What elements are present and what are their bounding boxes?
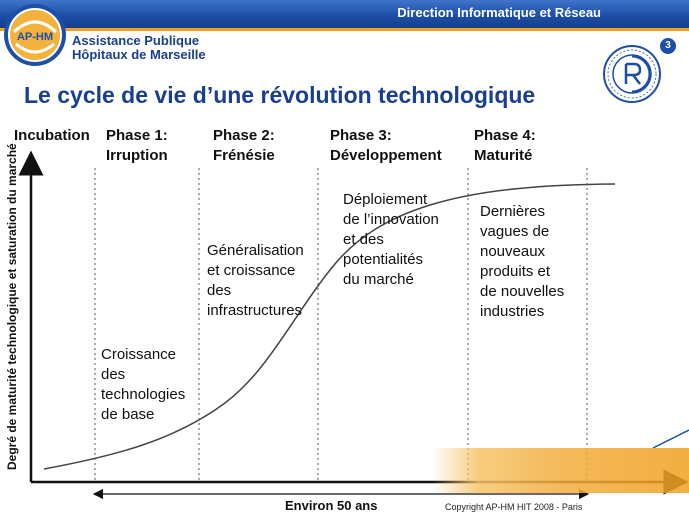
phase-2-desc-line: Généralisation — [207, 242, 304, 259]
header-title: Direction Informatique et Réseau — [397, 5, 601, 20]
logo-text: AP-HM — [17, 31, 53, 43]
phase-incubation-label: Incubation — [14, 126, 90, 146]
aphm-logo: AP-HM — [4, 4, 66, 66]
phase-4-number: Phase 4: — [474, 127, 536, 144]
phase-2-desc-line: infrastructures — [207, 302, 303, 319]
phase-2-number: Phase 2: — [213, 127, 275, 144]
phase-1-name: Irruption — [106, 147, 168, 164]
phase-3-number: Phase 3: — [330, 127, 392, 144]
phase-1-desc-line: technologies — [101, 386, 186, 403]
phase-4-desc-line: de nouvelles — [480, 283, 565, 300]
phase-4-description: Dernières vagues de nouveaux produits et… — [480, 202, 564, 322]
phase-3-description: Déploiement de l’innovation et des poten… — [343, 190, 439, 290]
org-line-1: Assistance Publique — [72, 33, 200, 48]
phase-2-desc-line: des — [207, 282, 232, 299]
phase-2-desc-line: et croissance — [207, 262, 296, 279]
phase-3-desc-line: de l’innovation — [343, 211, 439, 228]
corner-accent-line — [652, 429, 689, 449]
phase-3-desc-line: du marché — [343, 271, 414, 288]
phase-incubation-title: Incubation — [14, 127, 90, 144]
phase-3-desc-line: potentialités — [343, 251, 424, 268]
phase-1-desc-line: des — [101, 366, 126, 383]
phase-1-number: Phase 1: — [106, 127, 168, 144]
phase-4-desc-line: Dernières — [480, 203, 546, 220]
org-line-2: Hôpitaux de Marseille — [72, 47, 206, 62]
quality-seal-icon — [603, 45, 661, 103]
phase-4-desc-line: produits et — [480, 263, 551, 280]
copyright-text: Copyright AP-HM HIT 2008 - Paris — [445, 502, 583, 512]
header-accent-line — [0, 28, 689, 31]
phase-3-desc-line: Déploiement — [343, 191, 428, 208]
decorative-band — [432, 448, 689, 493]
phase-1-label: Phase 1: Irruption — [106, 126, 168, 166]
phase-3-name: Développement — [330, 147, 442, 164]
phase-1-desc-line: de base — [101, 406, 155, 423]
organization-name: Assistance Publique Hôpitaux de Marseill… — [72, 34, 206, 62]
phase-4-desc-line: vagues de — [480, 223, 550, 240]
phase-1-desc-line: Croissance — [101, 346, 177, 363]
phase-3-label: Phase 3: Développement — [330, 126, 442, 166]
phase-4-desc-line: nouveaux — [480, 243, 546, 260]
header-bar: Direction Informatique et Réseau — [0, 0, 689, 28]
duration-label: Environ 50 ans — [285, 498, 378, 513]
phase-1-description: Croissance des technologies de base — [101, 345, 185, 425]
page-title: Le cycle de vie d’une révolution technol… — [24, 82, 536, 108]
phase-2-description: Généralisation et croissance des infrast… — [207, 241, 304, 321]
phase-4-name: Maturité — [474, 147, 533, 164]
phase-2-name: Frénésie — [213, 147, 275, 164]
page-number-badge: 3 — [660, 38, 676, 54]
s-curve — [43, 183, 616, 470]
phase-2-label: Phase 2: Frénésie — [213, 126, 275, 166]
phase-4-label: Phase 4: Maturité — [474, 126, 536, 166]
y-axis-label: Degré de maturité technologique et satur… — [5, 143, 19, 470]
phase-3-desc-line: et des — [343, 231, 384, 248]
phase-4-desc-line: industries — [480, 303, 545, 320]
